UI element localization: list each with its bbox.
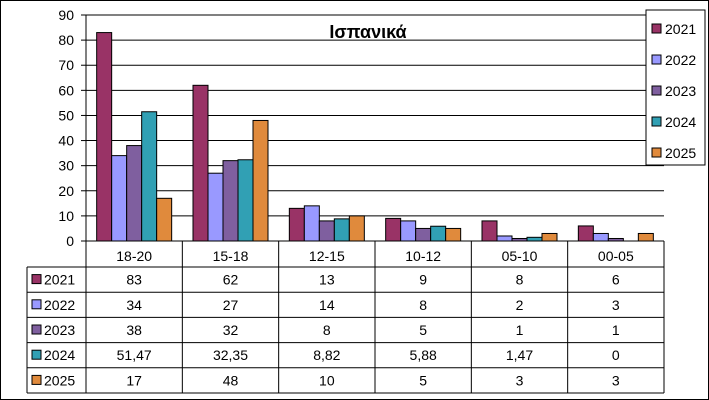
bar-2023-12-15 bbox=[318, 220, 335, 242]
bar-2024-10-12 bbox=[430, 225, 447, 242]
table-cell: 5,88 bbox=[410, 347, 437, 363]
table-series-label: 2021 bbox=[44, 272, 75, 288]
legend-swatch bbox=[651, 85, 662, 96]
x-category-label: 10-12 bbox=[405, 248, 441, 264]
x-category-label: 00-05 bbox=[598, 248, 634, 264]
bar-2024-12-15 bbox=[333, 218, 350, 242]
bar-2025-12-15 bbox=[348, 215, 365, 242]
table-cell: 5 bbox=[419, 322, 427, 338]
table-cell: 8 bbox=[516, 272, 524, 288]
bars bbox=[96, 32, 654, 242]
table-cell: 14 bbox=[319, 297, 335, 313]
legend-label: 2023 bbox=[665, 83, 696, 99]
bar-2025-15-18 bbox=[252, 119, 269, 242]
bar-2025-10-12 bbox=[445, 227, 462, 242]
table-cell: 51,47 bbox=[117, 347, 152, 363]
legend-swatch bbox=[651, 54, 662, 65]
table-cell: 8,82 bbox=[313, 347, 340, 363]
bar-2021-18-20 bbox=[96, 32, 113, 242]
table-series-label: 2025 bbox=[44, 372, 75, 388]
table-series-label: 2022 bbox=[44, 297, 75, 313]
table-cell: 8 bbox=[323, 322, 331, 338]
legend-label: 2021 bbox=[665, 21, 696, 37]
x-category-label: 05-10 bbox=[502, 248, 538, 264]
table-series-swatch bbox=[31, 274, 42, 285]
bar-2025-00-05 bbox=[637, 232, 654, 242]
y-tick-label: 70 bbox=[58, 57, 74, 73]
bar-2021-05-10 bbox=[481, 220, 498, 242]
table-cell: 5 bbox=[419, 372, 427, 388]
table-cell: 0 bbox=[612, 347, 620, 363]
table-series-label: 2023 bbox=[44, 322, 75, 338]
table-cell: 1 bbox=[612, 322, 620, 338]
table-cell: 8 bbox=[419, 297, 427, 313]
table-cell: 10 bbox=[319, 372, 335, 388]
x-category-label: 18-20 bbox=[116, 248, 152, 264]
table-cell: 3 bbox=[612, 372, 620, 388]
bar-2021-10-12 bbox=[385, 217, 402, 242]
legend-swatch bbox=[651, 147, 662, 158]
bar-2023-10-12 bbox=[415, 227, 432, 242]
y-tick-label: 40 bbox=[58, 133, 74, 149]
table-series-swatch bbox=[31, 299, 42, 310]
table-cell: 34 bbox=[126, 297, 142, 313]
table-cell: 32 bbox=[223, 322, 239, 338]
y-tick-label: 30 bbox=[58, 158, 74, 174]
bar-2024-15-18 bbox=[237, 159, 254, 242]
bar-2022-00-05 bbox=[592, 232, 609, 242]
table-cell: 9 bbox=[419, 272, 427, 288]
table-cell: 13 bbox=[319, 272, 335, 288]
table-cell: 17 bbox=[126, 372, 142, 388]
bar-2022-12-15 bbox=[303, 205, 320, 242]
bar-2021-15-18 bbox=[192, 84, 209, 242]
table-cell: 1,47 bbox=[506, 347, 533, 363]
bar-2022-05-10 bbox=[496, 235, 513, 242]
bar-2023-15-18 bbox=[222, 160, 239, 242]
table-series-swatch bbox=[31, 349, 42, 360]
table-cell: 6 bbox=[612, 272, 620, 288]
chart-title: Ισπανικά bbox=[329, 22, 406, 42]
y-tick-label: 0 bbox=[66, 233, 74, 249]
table-series-label: 2024 bbox=[44, 347, 75, 363]
table-series-swatch bbox=[31, 374, 42, 385]
bar-2025-05-10 bbox=[541, 232, 558, 242]
legend-label: 2022 bbox=[665, 52, 696, 68]
table-cell: 83 bbox=[126, 272, 142, 288]
legend-label: 2025 bbox=[665, 145, 696, 161]
table-cell: 3 bbox=[516, 372, 524, 388]
table-cell: 27 bbox=[223, 297, 239, 313]
legend-swatch bbox=[651, 23, 662, 34]
legend-label: 2024 bbox=[665, 114, 696, 130]
table-cell: 32,35 bbox=[213, 347, 248, 363]
table-cell: 2 bbox=[516, 297, 524, 313]
y-tick-label: 10 bbox=[58, 208, 74, 224]
x-category-label: 12-15 bbox=[309, 248, 345, 264]
legend: 2021 2022 2023 2024 2025 bbox=[645, 9, 706, 166]
y-tick-label: 80 bbox=[58, 32, 74, 48]
table-series-swatch bbox=[31, 324, 42, 335]
table-cell: 48 bbox=[223, 372, 239, 388]
table-cell: 62 bbox=[223, 272, 239, 288]
bar-2022-15-18 bbox=[207, 172, 224, 242]
bar-2022-18-20 bbox=[111, 155, 128, 242]
bar-2024-05-10 bbox=[526, 236, 543, 242]
table-cell: 3 bbox=[612, 297, 620, 313]
bar-2025-18-20 bbox=[156, 197, 173, 242]
bar-2024-18-20 bbox=[141, 111, 158, 242]
bar-2021-00-05 bbox=[577, 225, 594, 242]
legend-swatch bbox=[651, 116, 662, 127]
bar-2022-10-12 bbox=[400, 220, 417, 242]
table-cell: 38 bbox=[126, 322, 142, 338]
bar-2021-12-15 bbox=[288, 207, 305, 242]
y-tick-label: 50 bbox=[58, 107, 74, 123]
x-category-label: 15-18 bbox=[213, 248, 249, 264]
y-tick-label: 20 bbox=[58, 183, 74, 199]
y-tick-label: 60 bbox=[58, 82, 74, 98]
gridlines bbox=[86, 14, 664, 242]
table-cell: 1 bbox=[516, 322, 524, 338]
y-tick-label: 90 bbox=[58, 7, 74, 23]
bar-2023-18-20 bbox=[126, 145, 143, 242]
